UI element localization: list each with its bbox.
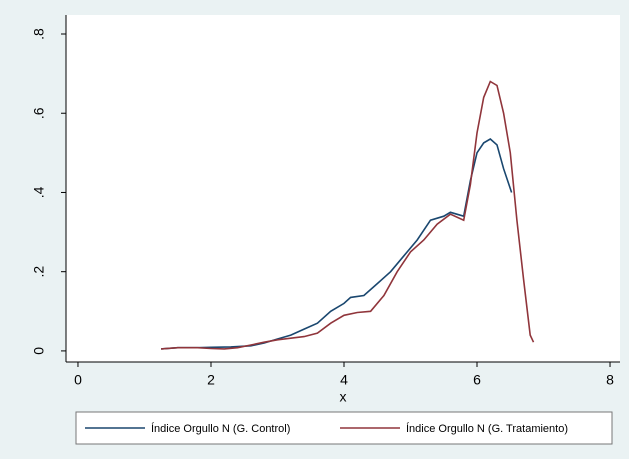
x-tick-label: 6 [473,372,481,388]
x-tick-label: 8 [606,372,614,388]
legend-label: Índice Orgullo N (G. Control) [151,422,290,435]
y-tick-label: .4 [31,186,47,198]
legend-label: Índice Orgullo N (G. Tratamiento) [406,422,568,435]
x-tick-label: 2 [207,372,215,388]
x-axis-label: x [340,389,347,405]
plot-area [66,15,620,362]
line-series [161,80,535,350]
y-tick-label: .6 [31,107,47,119]
x-tick-label: 4 [340,372,348,388]
y-tick-label: 0 [31,347,47,355]
y-tick-label: .2 [31,266,47,278]
x-tick-label: 0 [74,372,82,388]
y-tick-label: .8 [31,28,47,40]
